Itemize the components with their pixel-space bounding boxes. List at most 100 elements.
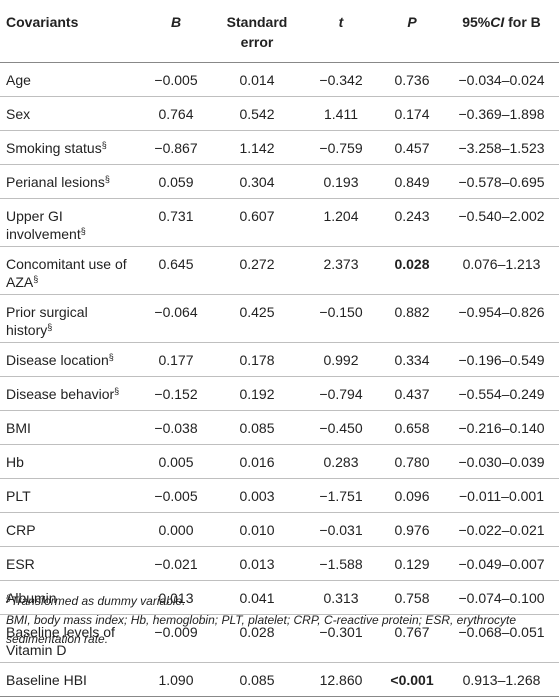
b-value: 0.059 xyxy=(140,164,212,199)
covariant-name: PLT xyxy=(6,487,31,504)
header-row: Covariants B Standard error t P 95%CI fo… xyxy=(0,0,559,63)
covariant-name-cell: Concomitant use of AZA§ xyxy=(0,246,140,295)
b-value: −0.038 xyxy=(140,410,212,445)
b-value: 0.177 xyxy=(140,342,212,377)
standard-error-value: 0.041 xyxy=(212,580,302,615)
covariant-name: Baseline levels of Vitamin D xyxy=(6,623,115,658)
covariant-name-cell: Baseline levels of Vitamin D xyxy=(0,614,140,663)
p-value: 0.658 xyxy=(380,410,444,445)
ci-value: −0.554–0.249 xyxy=(444,376,559,411)
p-value: 0.096 xyxy=(380,478,444,513)
standard-error-value: 0.178 xyxy=(212,342,302,377)
covariant-name: Smoking status xyxy=(6,139,102,156)
covariant-name-cell: Disease location§ xyxy=(0,342,140,377)
header-ci-italic: CI xyxy=(490,14,505,30)
standard-error-value: 0.010 xyxy=(212,512,302,547)
covariant-name: BMI xyxy=(6,419,31,436)
covariant-name-cell: Age xyxy=(0,62,140,97)
t-value: −1.751 xyxy=(302,478,380,513)
table-row: Baseline HBI 1.090 0.085 12.860 <0.001 0.913–… xyxy=(0,662,559,697)
table-row: Perianal lesions§ 0.059 0.304 0.193 0.849 −0.… xyxy=(0,164,559,199)
dummy-variable-marker: § xyxy=(47,321,53,332)
covariant-name: Perianal lesions xyxy=(6,173,105,190)
table-row: Albumin 0.013 0.041 0.313 0.758 −0.074–0.100 xyxy=(0,580,559,615)
p-value: 0.976 xyxy=(380,512,444,547)
standard-error-value: 0.304 xyxy=(212,164,302,199)
t-value: −0.450 xyxy=(302,410,380,445)
covariant-name-cell: PLT xyxy=(0,478,140,513)
covariant-name-cell: Smoking status§ xyxy=(0,130,140,165)
t-value: −0.342 xyxy=(302,62,380,97)
dummy-variable-marker: § xyxy=(80,225,86,236)
abbreviations-note: BMI, body mass index; Hb, hemoglobin; PL… xyxy=(6,613,517,646)
b-value: −0.064 xyxy=(140,294,212,343)
b-value: 0.731 xyxy=(140,198,212,247)
b-value: −0.867 xyxy=(140,130,212,165)
footnote: §Transformed as dummy variable. xyxy=(6,592,551,611)
b-value: −0.005 xyxy=(140,478,212,513)
covariant-name: ESR xyxy=(6,555,35,572)
standard-error-value: 0.028 xyxy=(212,614,302,663)
t-value: −0.794 xyxy=(302,376,380,411)
ci-value: −0.369–1.898 xyxy=(444,96,559,131)
p-value: 0.437 xyxy=(380,376,444,411)
t-value: −0.150 xyxy=(302,294,380,343)
footnote-symbol: § xyxy=(6,593,12,603)
standard-error-value: 0.013 xyxy=(212,546,302,581)
ci-value: −0.954–0.826 xyxy=(444,294,559,343)
t-value: 0.283 xyxy=(302,444,380,479)
p-value: 0.129 xyxy=(380,546,444,581)
covariant-name-cell: Sex xyxy=(0,96,140,131)
covariant-name: CRP xyxy=(6,521,36,538)
covariant-name-cell: Upper GI involvement§ xyxy=(0,198,140,247)
covariant-name-cell: Baseline HBI xyxy=(0,662,140,697)
dummy-variable-marker: § xyxy=(104,173,110,184)
standard-error-value: 1.142 xyxy=(212,130,302,165)
t-value: 2.373 xyxy=(302,246,380,295)
p-value: 0.780 xyxy=(380,444,444,479)
b-value: 1.090 xyxy=(140,662,212,697)
table-row: Upper GI involvement§ 0.731 0.607 1.204 0.24… xyxy=(0,198,559,247)
header-standard-error: Standard error xyxy=(212,0,302,63)
b-value: 0.013 xyxy=(140,580,212,615)
p-value: 0.758 xyxy=(380,580,444,615)
ci-value: −0.074–0.100 xyxy=(444,580,559,615)
dummy-variable-marker: § xyxy=(101,139,107,150)
standard-error-value: 0.014 xyxy=(212,62,302,97)
p-value: 0.174 xyxy=(380,96,444,131)
t-value: 1.411 xyxy=(302,96,380,131)
t-value: −0.301 xyxy=(302,614,380,663)
covariant-name: Disease location xyxy=(6,351,109,368)
ci-value: −0.022–0.021 xyxy=(444,512,559,547)
b-value: 0.764 xyxy=(140,96,212,131)
table-row: CRP 0.000 0.010 −0.031 0.976 −0.022–0.021 xyxy=(0,512,559,547)
standard-error-value: 0.272 xyxy=(212,246,302,295)
header-p: P xyxy=(380,0,444,63)
t-value: −0.759 xyxy=(302,130,380,165)
b-value: −0.021 xyxy=(140,546,212,581)
ci-value: −0.068–0.051 xyxy=(444,614,559,663)
b-value: 0.005 xyxy=(140,444,212,479)
p-value: 0.243 xyxy=(380,198,444,247)
t-value: 1.204 xyxy=(302,198,380,247)
b-value: −0.009 xyxy=(140,614,212,663)
p-value: 0.767 xyxy=(380,614,444,663)
b-value: 0.000 xyxy=(140,512,212,547)
table-row: Age −0.005 0.014 −0.342 0.736 −0.034–0.024 xyxy=(0,62,559,97)
covariant-name-cell: Albumin xyxy=(0,580,140,615)
footnote-text: Transformed as dummy variable. xyxy=(11,594,186,608)
covariant-name: Age xyxy=(6,71,31,88)
covariant-name-cell: Disease behavior§ xyxy=(0,376,140,411)
table-row: Prior surgical history§ −0.064 0.425 −0.150… xyxy=(0,294,559,343)
standard-error-value: 0.016 xyxy=(212,444,302,479)
ci-value: 0.913–1.268 xyxy=(444,662,559,697)
dummy-variable-marker: § xyxy=(108,351,114,362)
p-value: 0.849 xyxy=(380,164,444,199)
covariant-name-cell: Perianal lesions§ xyxy=(0,164,140,199)
header-b: B xyxy=(140,0,212,63)
ci-value: −0.011–0.001 xyxy=(444,478,559,513)
table-row: Disease behavior§ −0.152 0.192 −0.794 0.437−… xyxy=(0,376,559,411)
header-t: t xyxy=(302,0,380,63)
p-value: 0.457 xyxy=(380,130,444,165)
